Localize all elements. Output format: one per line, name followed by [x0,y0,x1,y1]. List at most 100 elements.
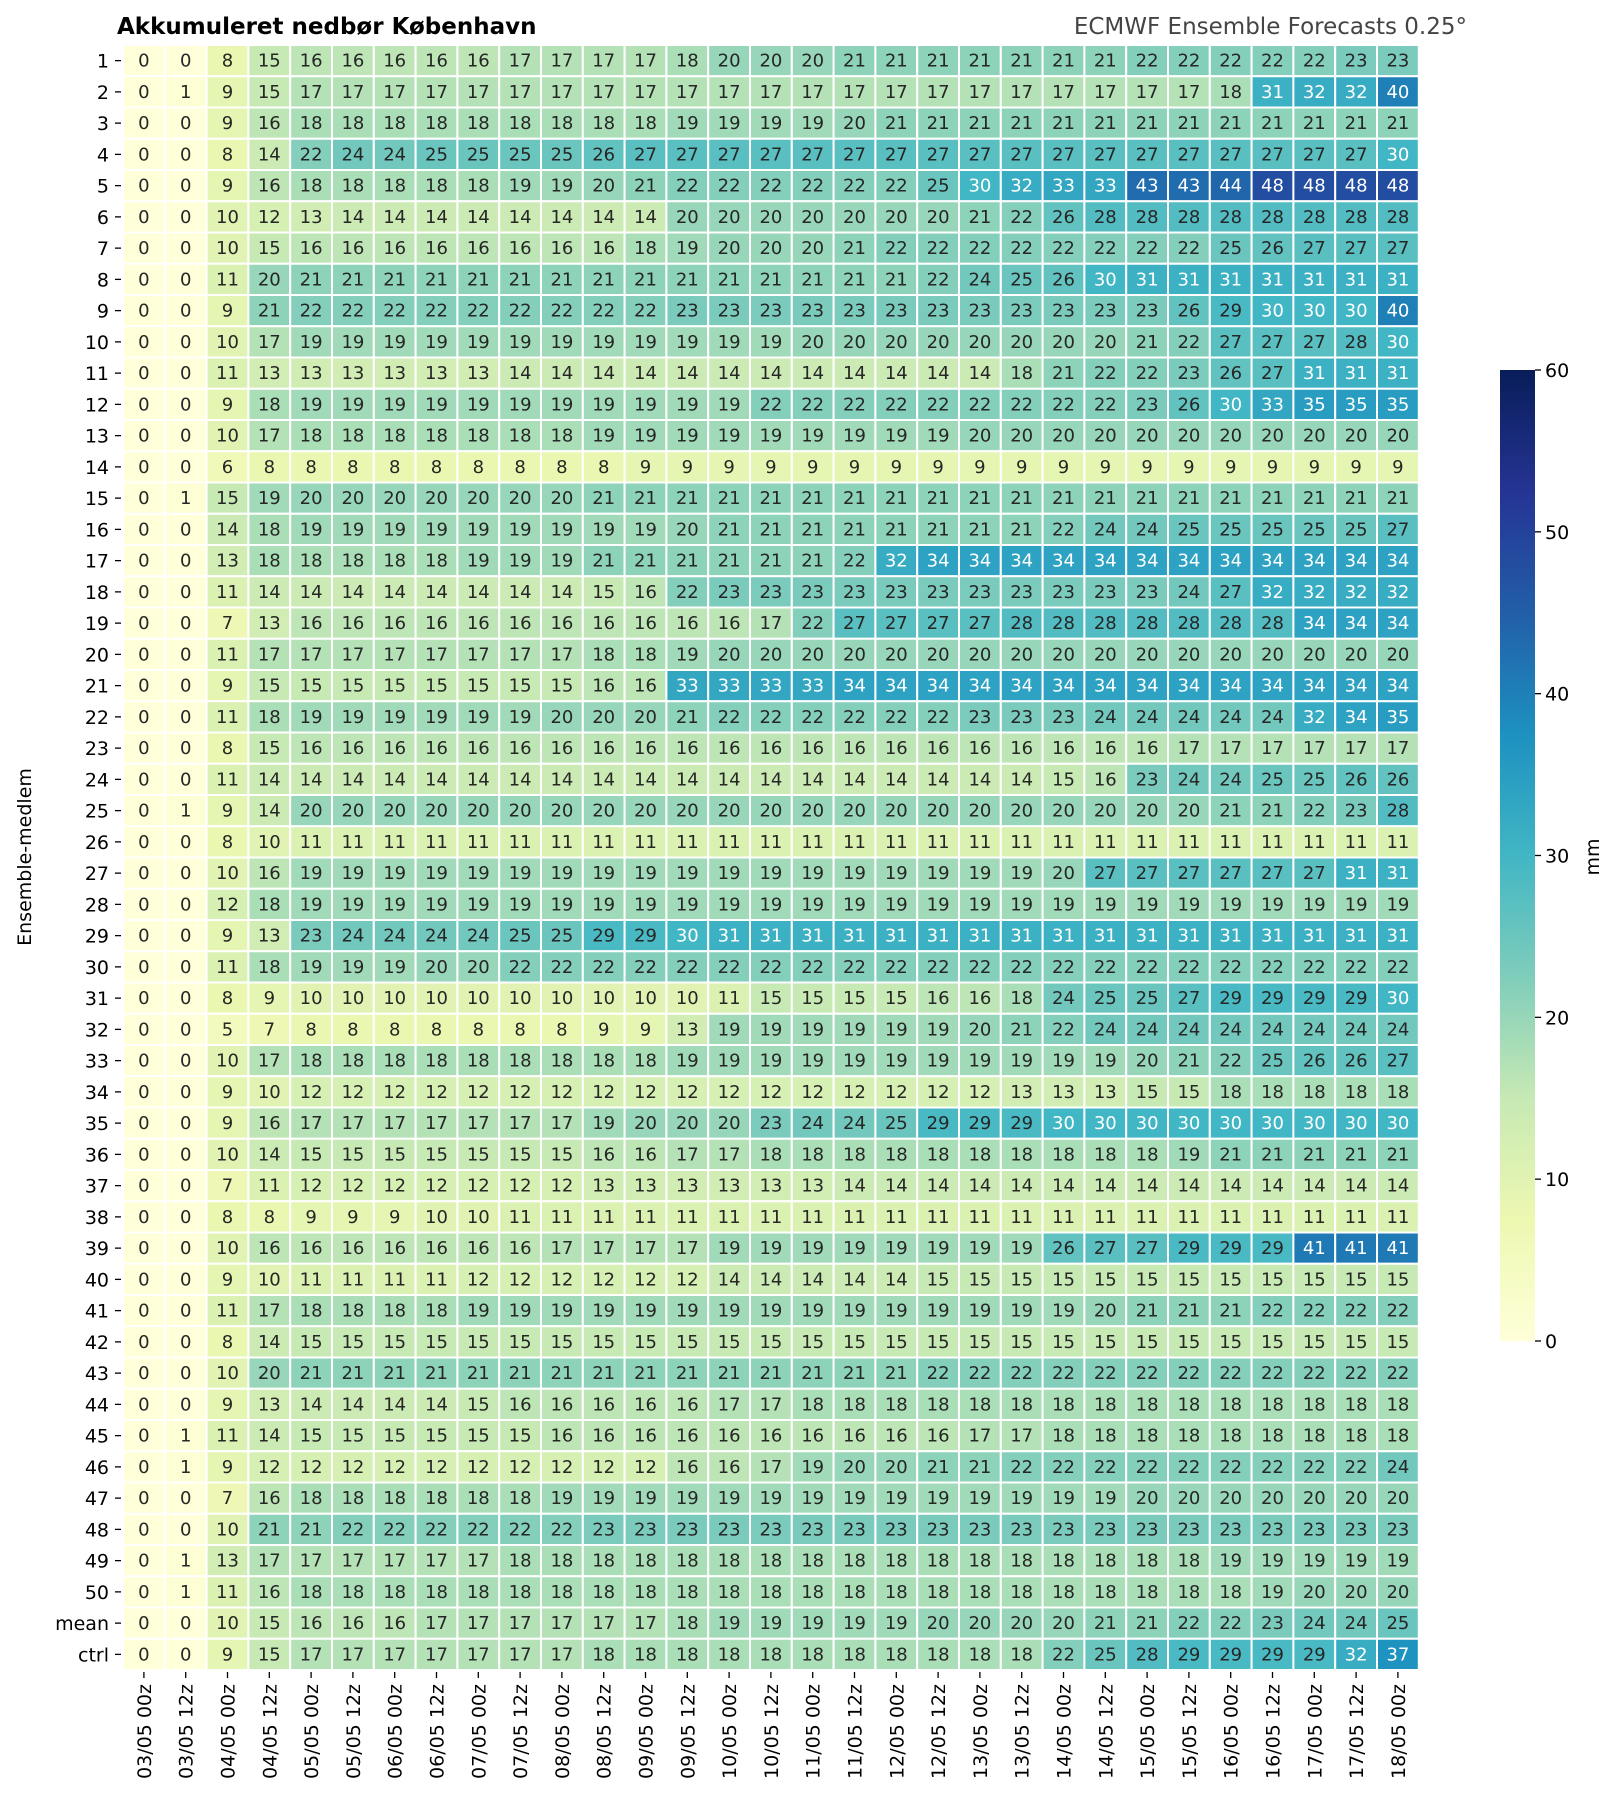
cell-value-label: 22 [1303,1301,1326,1322]
cell-value-label: 19 [885,1238,908,1259]
cell-value-label: 19 [843,1613,866,1634]
cell-value-label: 34 [1386,676,1409,697]
cell-value-label: 20 [1136,644,1159,665]
cell-value-label: 19 [258,488,281,509]
cell-value-label: 14 [550,207,573,228]
cell-value-label: 12 [258,1457,281,1478]
cell-value-label: 18 [550,1051,573,1072]
y-tick-label: 7 [97,238,109,260]
cell-value-label: 23 [759,301,782,322]
cell-value-label: 0 [138,207,149,228]
cell-value-label: 16 [634,1144,657,1165]
cell-value-label: 18 [1177,1582,1200,1603]
cell-value-label: 21 [968,488,991,509]
cell-value-label: 18 [300,1582,323,1603]
cell-value-label: 1 [180,1551,191,1572]
cell-value-label: 27 [1303,238,1326,259]
y-tick-label: 25 [85,801,109,823]
heatmap-cell [247,106,292,140]
cell-value-label: 11 [216,1426,239,1447]
cell-value-label: 31 [1261,926,1284,947]
cell-value-label: 17 [968,82,991,103]
cell-value-label: 14 [341,582,364,603]
cell-value-label: 29 [1219,988,1242,1009]
x-tick-label: 11/05 12z [845,1684,867,1779]
cell-value-label: 34 [885,676,908,697]
y-tick-label: 11 [85,363,109,385]
cell-value-label: 16 [968,988,991,1009]
cell-value-label: 0 [180,1113,191,1134]
cell-value-label: 21 [1177,488,1200,509]
cell-value-label: 23 [1010,707,1033,728]
cell-value-label: 16 [341,238,364,259]
cell-value-label: 9 [1058,457,1069,478]
x-tick-label: 04/05 00z [218,1684,240,1779]
cell-value-label: 19 [718,1019,741,1040]
cell-value-label: 28 [1303,207,1326,228]
cell-value-label: 9 [932,457,943,478]
cell-value-label: 17 [1010,1426,1033,1447]
cell-value-label: 9 [1350,457,1361,478]
cell-value-label: 14 [509,582,532,603]
cell-value-label: 18 [1219,82,1242,103]
cell-value-label: 31 [1136,926,1159,947]
y-tick-label: 42 [85,1332,109,1354]
cell-value-label: 18 [509,1551,532,1572]
cell-value-label: 9 [640,457,651,478]
heatmap-cell [707,262,752,296]
x-tick-label: 09/05 00z [636,1684,658,1779]
cell-value-label: 16 [383,238,406,259]
y-tick-label: 28 [85,894,109,916]
heatmap-cell [581,356,626,390]
cell-value-label: 18 [425,551,448,572]
cell-value-label: 23 [718,301,741,322]
cell-value-label: 0 [180,644,191,665]
cell-value-label: 18 [592,644,615,665]
cell-value-label: 21 [467,1363,490,1384]
cell-value-label: 10 [425,988,448,1009]
heatmap-cell [1208,44,1253,78]
cell-value-label: 9 [1309,457,1320,478]
cell-value-label: 24 [1052,988,1075,1009]
cell-value-label: 30 [1303,301,1326,322]
cell-value-label: 16 [592,738,615,759]
cell-value-label: 21 [843,488,866,509]
cell-value-label: 0 [138,957,149,978]
cell-value-label: 12 [550,1176,573,1197]
cell-value-label: 19 [968,1488,991,1509]
cell-value-label: 11 [1261,832,1284,853]
heatmap-cell [1334,231,1378,265]
cell-value-label: 19 [1219,894,1242,915]
cell-value-label: 15 [1303,1332,1326,1353]
cell-value-label: 19 [1052,894,1075,915]
y-tick-label: 39 [85,1238,109,1260]
cell-value-label: 17 [1010,82,1033,103]
cell-value-label: 18 [1261,1426,1284,1447]
cell-value-label: 16 [509,613,532,634]
cell-value-label: 19 [341,519,364,540]
cell-value-label: 22 [885,176,908,197]
cell-value-label: 21 [592,269,615,290]
cell-value-label: 16 [592,238,615,259]
cell-value-label: 22 [759,176,782,197]
cell-value-label: 27 [1303,144,1326,165]
cell-value-label: 15 [425,1332,448,1353]
cell-value-label: 16 [383,51,406,72]
cell-value-label: 31 [1177,269,1200,290]
heatmap-cell [163,294,208,328]
cell-value-label: 8 [347,1019,358,1040]
cell-value-label: 31 [801,926,824,947]
cell-value-label: 22 [718,176,741,197]
cell-value-label: 28 [1261,613,1284,634]
heatmap-cell [916,231,961,265]
cell-value-label: 16 [843,738,866,759]
y-tick-label: 45 [85,1426,109,1448]
cell-value-label: 13 [300,363,323,384]
heatmap-cell [749,44,793,78]
cell-value-label: 14 [634,207,657,228]
cell-value-label: 19 [718,394,741,415]
cell-value-label: 15 [216,488,239,509]
cell-value-label: 16 [341,1613,364,1634]
cell-value-label: 25 [1177,519,1200,540]
y-tick-label: 6 [97,207,109,229]
